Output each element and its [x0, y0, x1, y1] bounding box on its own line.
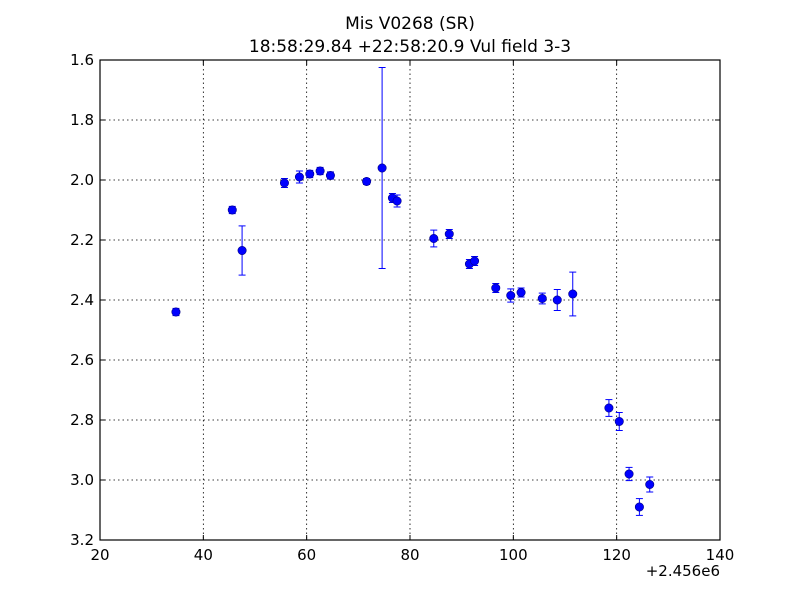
point-marker [429, 234, 439, 244]
data-point [634, 498, 644, 516]
data-point [604, 399, 614, 417]
y-tick-label: 3.2 [70, 531, 94, 549]
x-tick-label: 100 [499, 546, 528, 564]
data-point [294, 170, 304, 184]
point-marker [171, 307, 181, 317]
x-tick-label: 140 [706, 546, 735, 564]
point-marker [491, 283, 501, 293]
plot-frame [99, 59, 721, 541]
y-tick-label: 2.0 [70, 171, 94, 189]
data-points [171, 67, 655, 516]
data-point [491, 283, 501, 293]
point-marker [392, 196, 402, 206]
y-tick-labels: 1.6 1.8 2.0 2.2 2.4 2.6 2.8 3.0 3.2 [70, 51, 94, 549]
x-tick-label: 120 [602, 546, 631, 564]
point-marker [645, 479, 655, 489]
data-point [392, 194, 402, 208]
data-point [470, 256, 480, 266]
y-tick-label: 1.8 [70, 111, 94, 129]
x-offset-label: +2.456e6 [646, 562, 720, 580]
point-marker [377, 163, 387, 173]
chart-subtitle: 18:58:29.84 +22:58:20.9 Vul field 3-3 [249, 37, 571, 57]
chart-title-group: Mis V0268 (SR) 18:58:29.84 +22:58:20.9 V… [249, 14, 571, 57]
point-marker [227, 205, 237, 215]
point-marker [634, 502, 644, 512]
data-point [325, 171, 335, 181]
y-tick-label: 2.4 [70, 291, 94, 309]
point-marker [325, 171, 335, 181]
data-point [279, 178, 289, 188]
data-point [568, 271, 578, 317]
point-marker [624, 469, 634, 479]
data-point [227, 205, 237, 215]
data-point [516, 287, 526, 298]
point-marker [305, 169, 315, 179]
point-marker [604, 403, 614, 413]
point-marker [537, 293, 547, 303]
data-point [645, 476, 655, 493]
data-point [614, 412, 624, 431]
point-marker [294, 172, 304, 182]
x-tick-label: 20 [90, 546, 109, 564]
x-tick-labels: 20 40 60 80 100 120 140 [90, 546, 734, 564]
point-marker [237, 246, 247, 256]
grid-lines [100, 60, 720, 540]
data-point [552, 289, 562, 311]
point-marker [315, 166, 325, 176]
y-tick-label: 2.2 [70, 231, 94, 249]
data-point [315, 166, 325, 176]
data-point [237, 225, 247, 276]
point-marker [516, 287, 526, 297]
y-tick-label: 1.6 [70, 51, 94, 69]
data-point [171, 307, 181, 317]
data-point [506, 288, 516, 303]
x-tick-label: 80 [400, 546, 419, 564]
chart-title: Mis V0268 (SR) [345, 14, 475, 34]
x-tick-label: 60 [297, 546, 316, 564]
data-point [377, 67, 387, 269]
y-tick-label: 3.0 [70, 471, 94, 489]
data-point [444, 229, 454, 239]
y-tick-label: 2.8 [70, 411, 94, 429]
point-marker [552, 295, 562, 305]
point-marker [506, 290, 516, 300]
point-marker [444, 229, 454, 239]
data-point [305, 169, 315, 179]
data-point [429, 229, 439, 248]
y-tick-label: 2.6 [70, 351, 94, 369]
data-point [624, 466, 634, 482]
point-marker [614, 416, 624, 426]
point-marker [362, 177, 372, 187]
point-marker [568, 289, 578, 299]
data-point [362, 177, 372, 187]
point-marker [470, 256, 480, 266]
data-point [537, 292, 547, 305]
x-tick-label: 40 [194, 546, 213, 564]
point-marker [279, 178, 289, 188]
